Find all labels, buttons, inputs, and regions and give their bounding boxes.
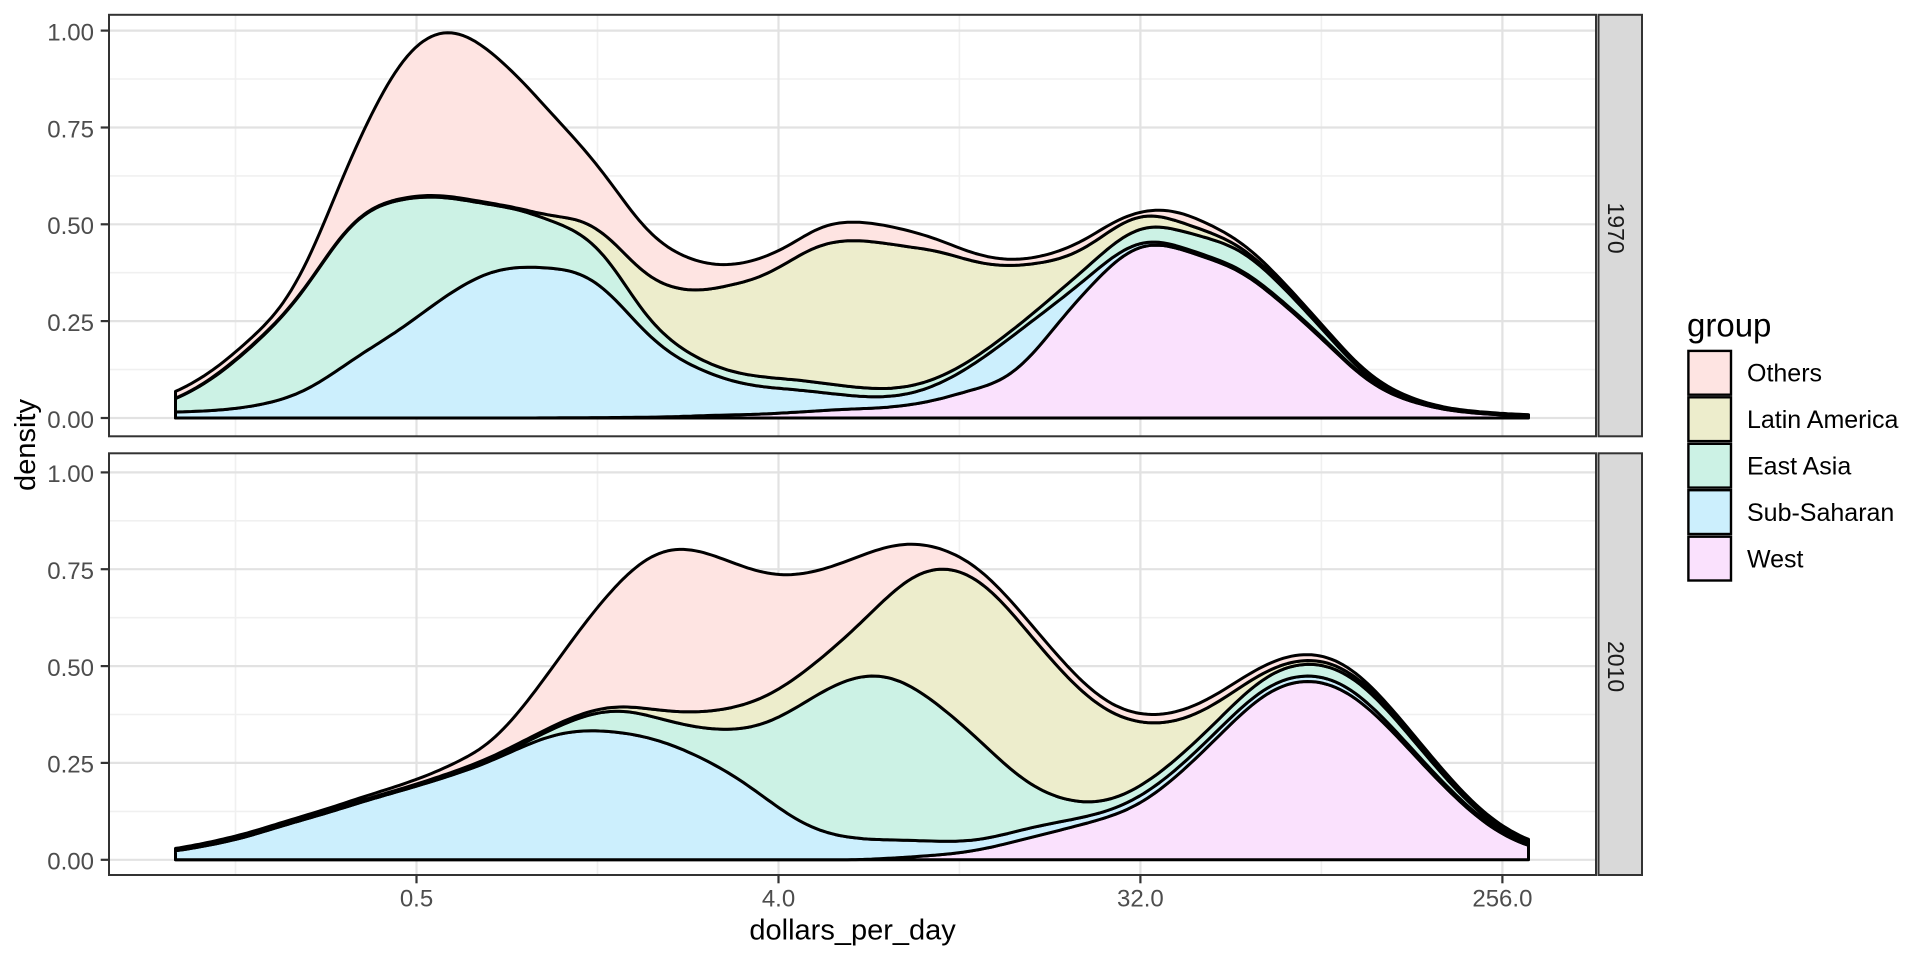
svg-text:density: density bbox=[10, 399, 42, 491]
svg-text:West: West bbox=[1747, 545, 1804, 573]
svg-text:256.0: 256.0 bbox=[1472, 886, 1532, 913]
svg-text:dollars_per_day: dollars_per_day bbox=[749, 915, 956, 947]
svg-text:0.75: 0.75 bbox=[47, 116, 94, 143]
svg-text:1.00: 1.00 bbox=[47, 461, 94, 488]
svg-text:group: group bbox=[1687, 307, 1771, 344]
svg-text:0.50: 0.50 bbox=[47, 213, 94, 240]
svg-text:1.00: 1.00 bbox=[47, 19, 94, 46]
svg-text:0.00: 0.00 bbox=[47, 407, 94, 434]
svg-text:2010: 2010 bbox=[1603, 641, 1629, 692]
svg-text:0.5: 0.5 bbox=[400, 886, 433, 913]
svg-text:Sub-Saharan: Sub-Saharan bbox=[1747, 499, 1894, 527]
svg-text:0.50: 0.50 bbox=[47, 655, 94, 682]
svg-text:0.25: 0.25 bbox=[47, 752, 94, 779]
svg-text:0.75: 0.75 bbox=[47, 558, 94, 585]
svg-text:Latin America: Latin America bbox=[1747, 406, 1899, 434]
svg-text:0.00: 0.00 bbox=[47, 849, 94, 876]
svg-text:4.0: 4.0 bbox=[762, 886, 795, 913]
svg-text:Others: Others bbox=[1747, 360, 1822, 388]
svg-text:0.25: 0.25 bbox=[47, 310, 94, 337]
svg-text:1970: 1970 bbox=[1603, 203, 1629, 254]
svg-text:32.0: 32.0 bbox=[1117, 886, 1164, 913]
svg-text:East Asia: East Asia bbox=[1747, 452, 1851, 480]
